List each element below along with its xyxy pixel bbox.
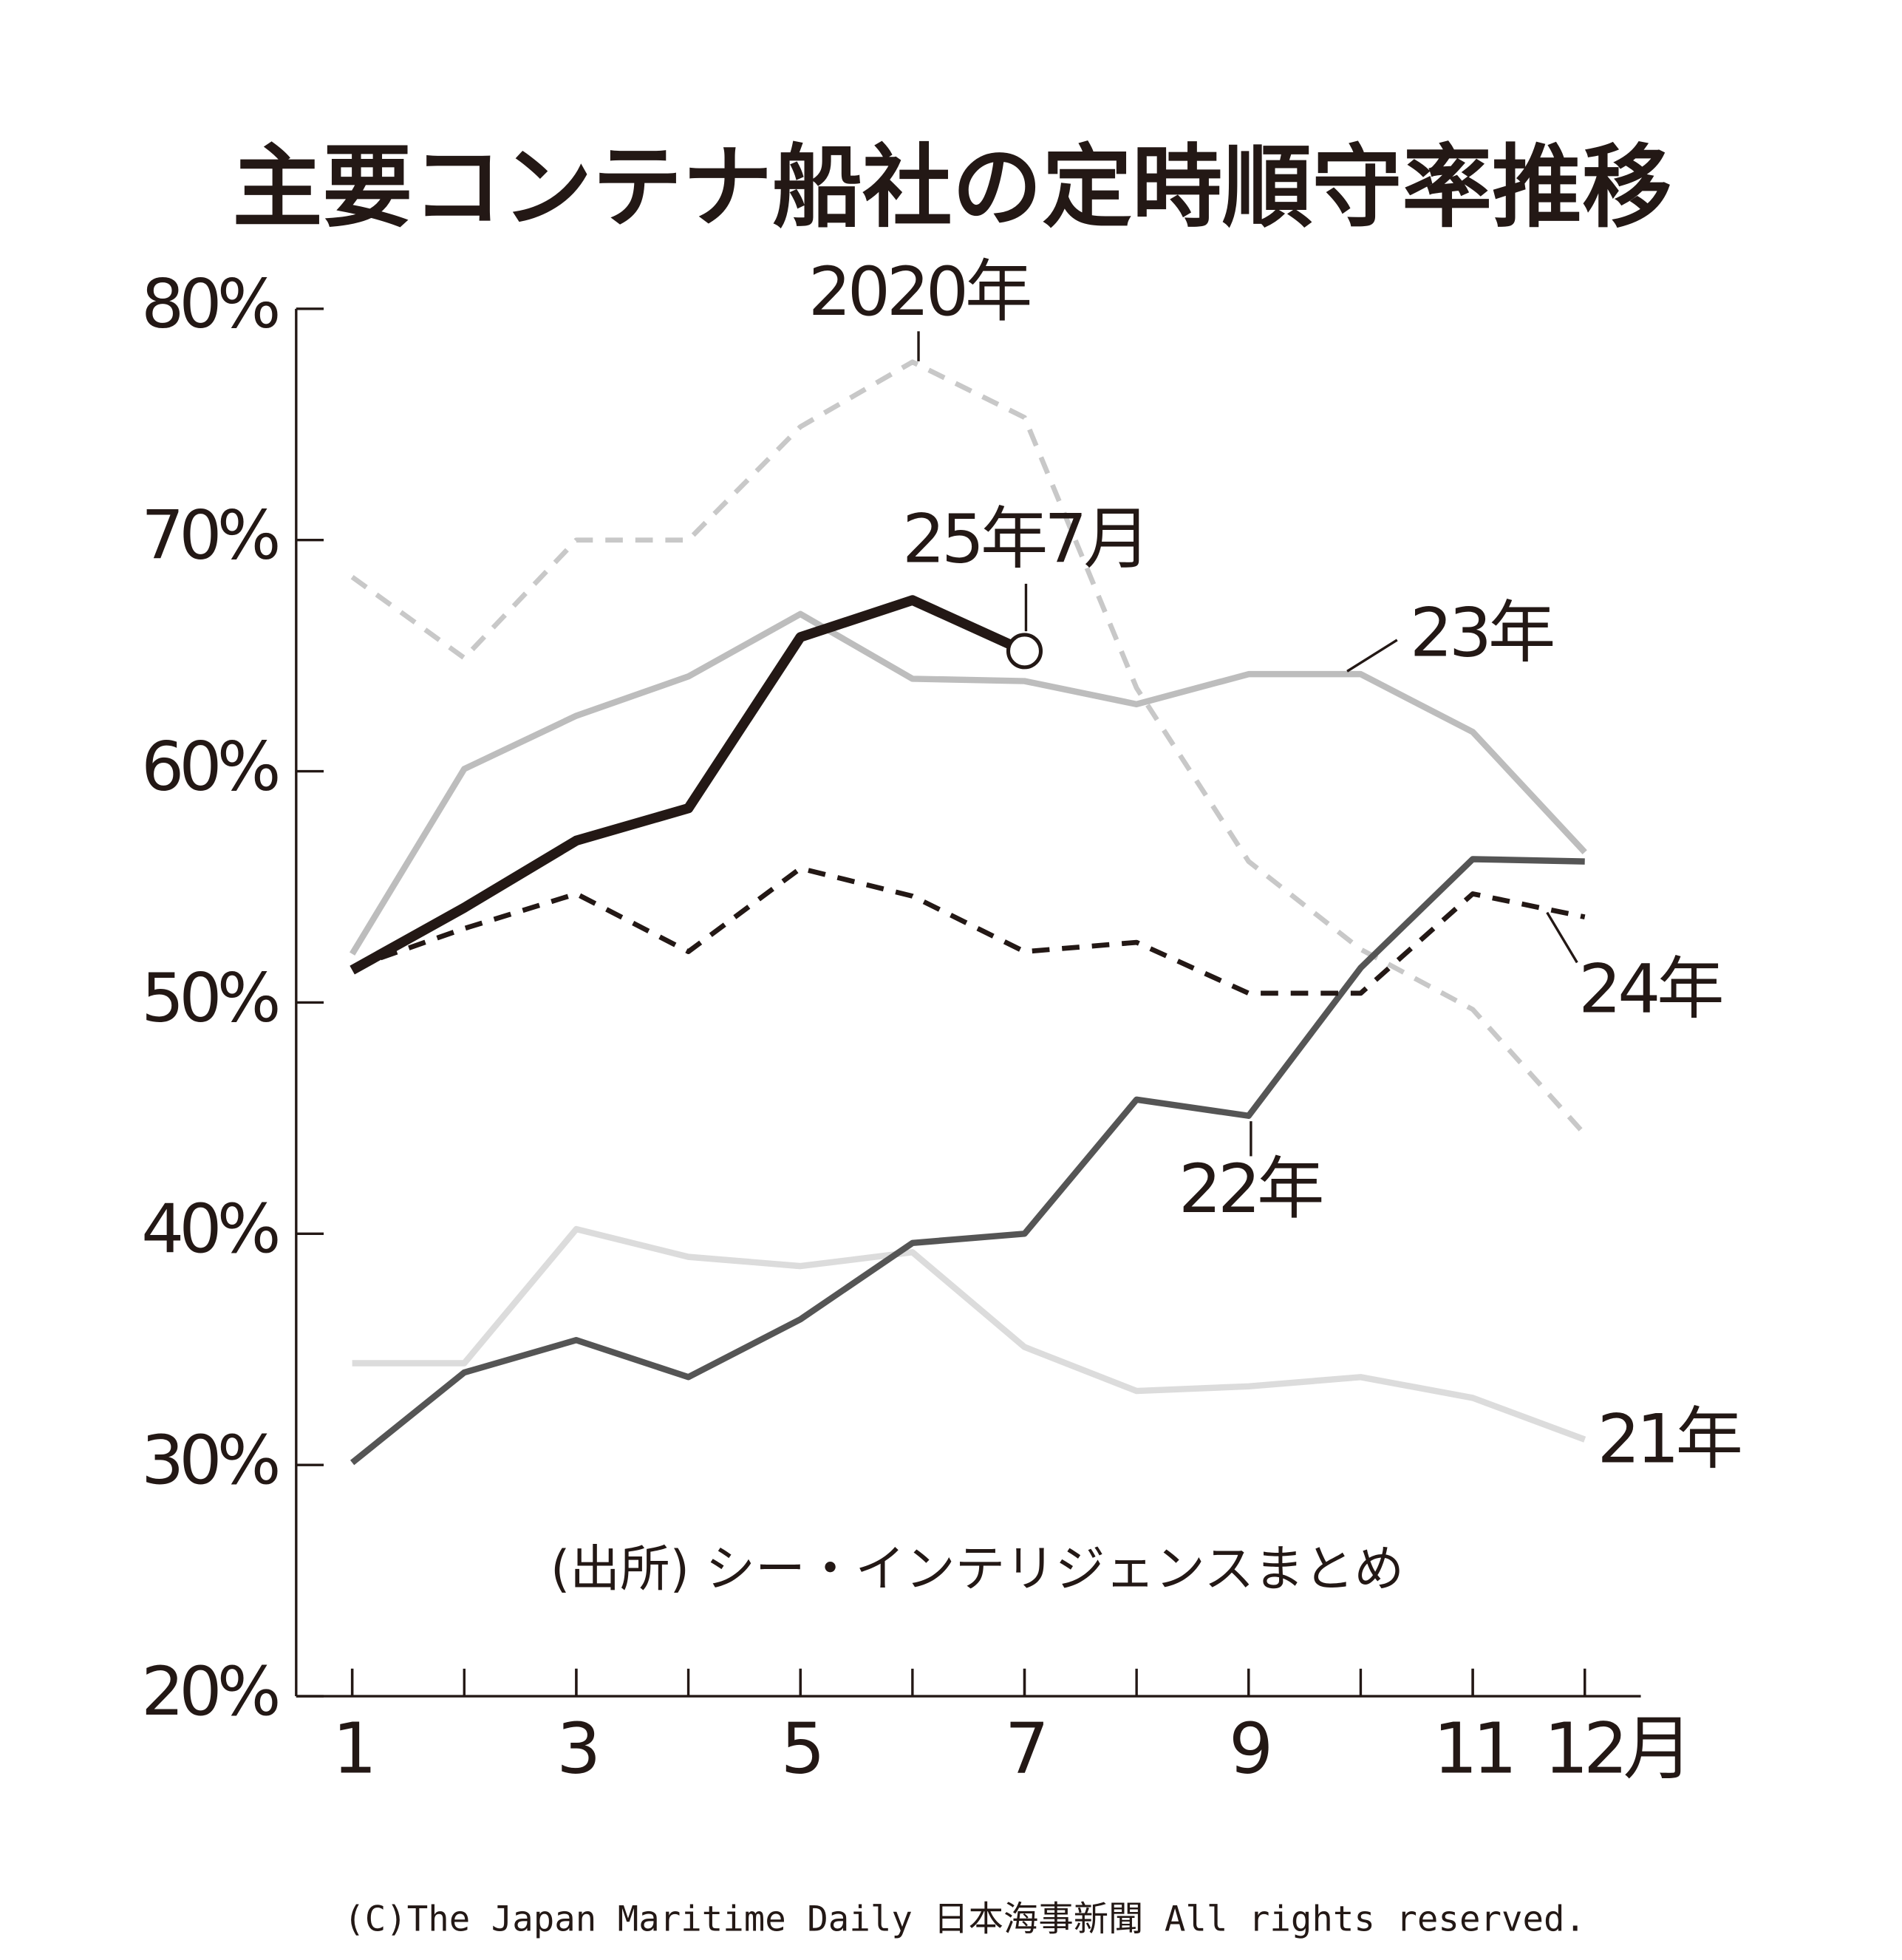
series-label: 25年7月: [902, 500, 1148, 579]
series-label: 24年: [1578, 949, 1722, 1028]
leader-line: [1346, 639, 1398, 673]
y-tick-label: 20%: [141, 1652, 278, 1731]
source-note: (出所) シー・インテリジェンスまとめ: [551, 1539, 1404, 1598]
copyright: (C)The Japan Maritime Daily 日本海事新聞 All r…: [344, 1899, 1586, 1939]
series-line: [350, 610, 1587, 956]
series-line: [352, 1225, 1586, 1443]
series-line: [350, 359, 1587, 1137]
y-tick-label: 60%: [141, 727, 278, 806]
series-label: 22年: [1179, 1149, 1322, 1228]
x-tick-label: 11: [1434, 1709, 1513, 1790]
x-tick-label: 12月: [1544, 1709, 1688, 1790]
series-label: 21年: [1598, 1399, 1741, 1478]
series-label: 2020年: [808, 252, 1030, 331]
x-tick-label: 3: [556, 1709, 596, 1790]
x-tick-label: 9: [1229, 1709, 1269, 1790]
series-line: [350, 856, 1585, 1466]
end-marker: [1006, 633, 1043, 670]
y-tick-label: 70%: [141, 496, 278, 575]
leader-line: [1546, 911, 1578, 964]
series-line: [350, 595, 1027, 975]
x-tick-label: 5: [780, 1709, 819, 1790]
x-tick-label: 7: [1005, 1709, 1044, 1790]
y-tick-label: 40%: [141, 1189, 278, 1268]
chart-title: 主要コンテナ船社の定時順守率推移: [233, 135, 1672, 239]
y-tick-label: 30%: [141, 1420, 278, 1500]
x-tick-label: 1: [333, 1709, 372, 1790]
y-tick-label: 80%: [141, 265, 278, 344]
series-line: [351, 865, 1586, 996]
series-label: 23年: [1410, 593, 1553, 673]
y-tick-label: 50%: [141, 958, 278, 1037]
